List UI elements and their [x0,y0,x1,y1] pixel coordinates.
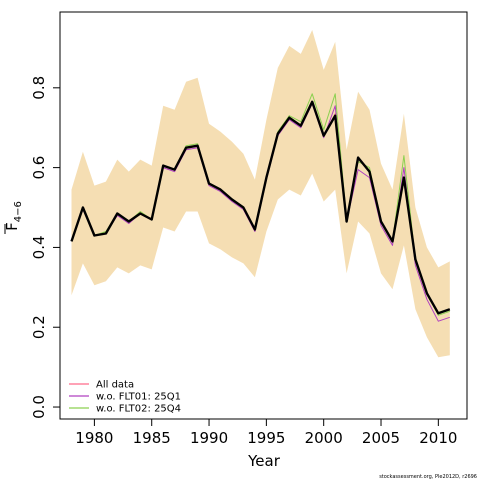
x-tick-label: 2010 [419,429,457,447]
x-axis: 1980 1985 1990 1995 2000 2005 2010 [75,419,457,447]
svg-text:F4−6: F4−6 [3,201,24,231]
series-layer [70,93,451,322]
legend-item-all-data: All data [69,380,134,391]
y-axis-title: F4−6 [3,201,24,234]
x-tick-label: 2000 [305,429,343,447]
y-axis: 0.0 0.2 0.4 0.6 0.8 [30,76,60,419]
y-tick-label: 0.0 [30,395,48,419]
plot-frame [59,11,468,420]
legend-label: w.o. FLT01: 25Q1 [96,392,181,403]
y-axis-title-subscript: 4−6 [13,201,24,222]
x-tick-label: 1995 [247,429,285,447]
y-tick-label: 0.8 [30,76,48,100]
legend-label: All data [96,380,134,391]
series-line-base [70,100,451,315]
legend-item-wo-flt02: w.o. FLT02: 25Q4 [69,404,181,415]
credit-text: stockassessment.org, Ple2012D, r2696 [379,474,477,480]
legend-item-wo-flt01: w.o. FLT01: 25Q1 [69,392,181,403]
x-tick-label: 2005 [362,429,400,447]
x-tick-label: 1985 [133,429,171,447]
y-tick-label: 0.6 [30,156,48,180]
y-tick-label: 0.2 [30,315,48,339]
y-tick-label: 0.4 [30,235,48,259]
legend-label: w.o. FLT02: 25Q4 [96,404,181,415]
x-tick-label: 1980 [75,429,113,447]
x-axis-title: Year [247,452,281,470]
y-axis-title-main: F [3,222,21,231]
confidence-band-layer [71,30,450,358]
confidence-band [71,30,450,358]
x-tick-label: 1990 [190,429,228,447]
